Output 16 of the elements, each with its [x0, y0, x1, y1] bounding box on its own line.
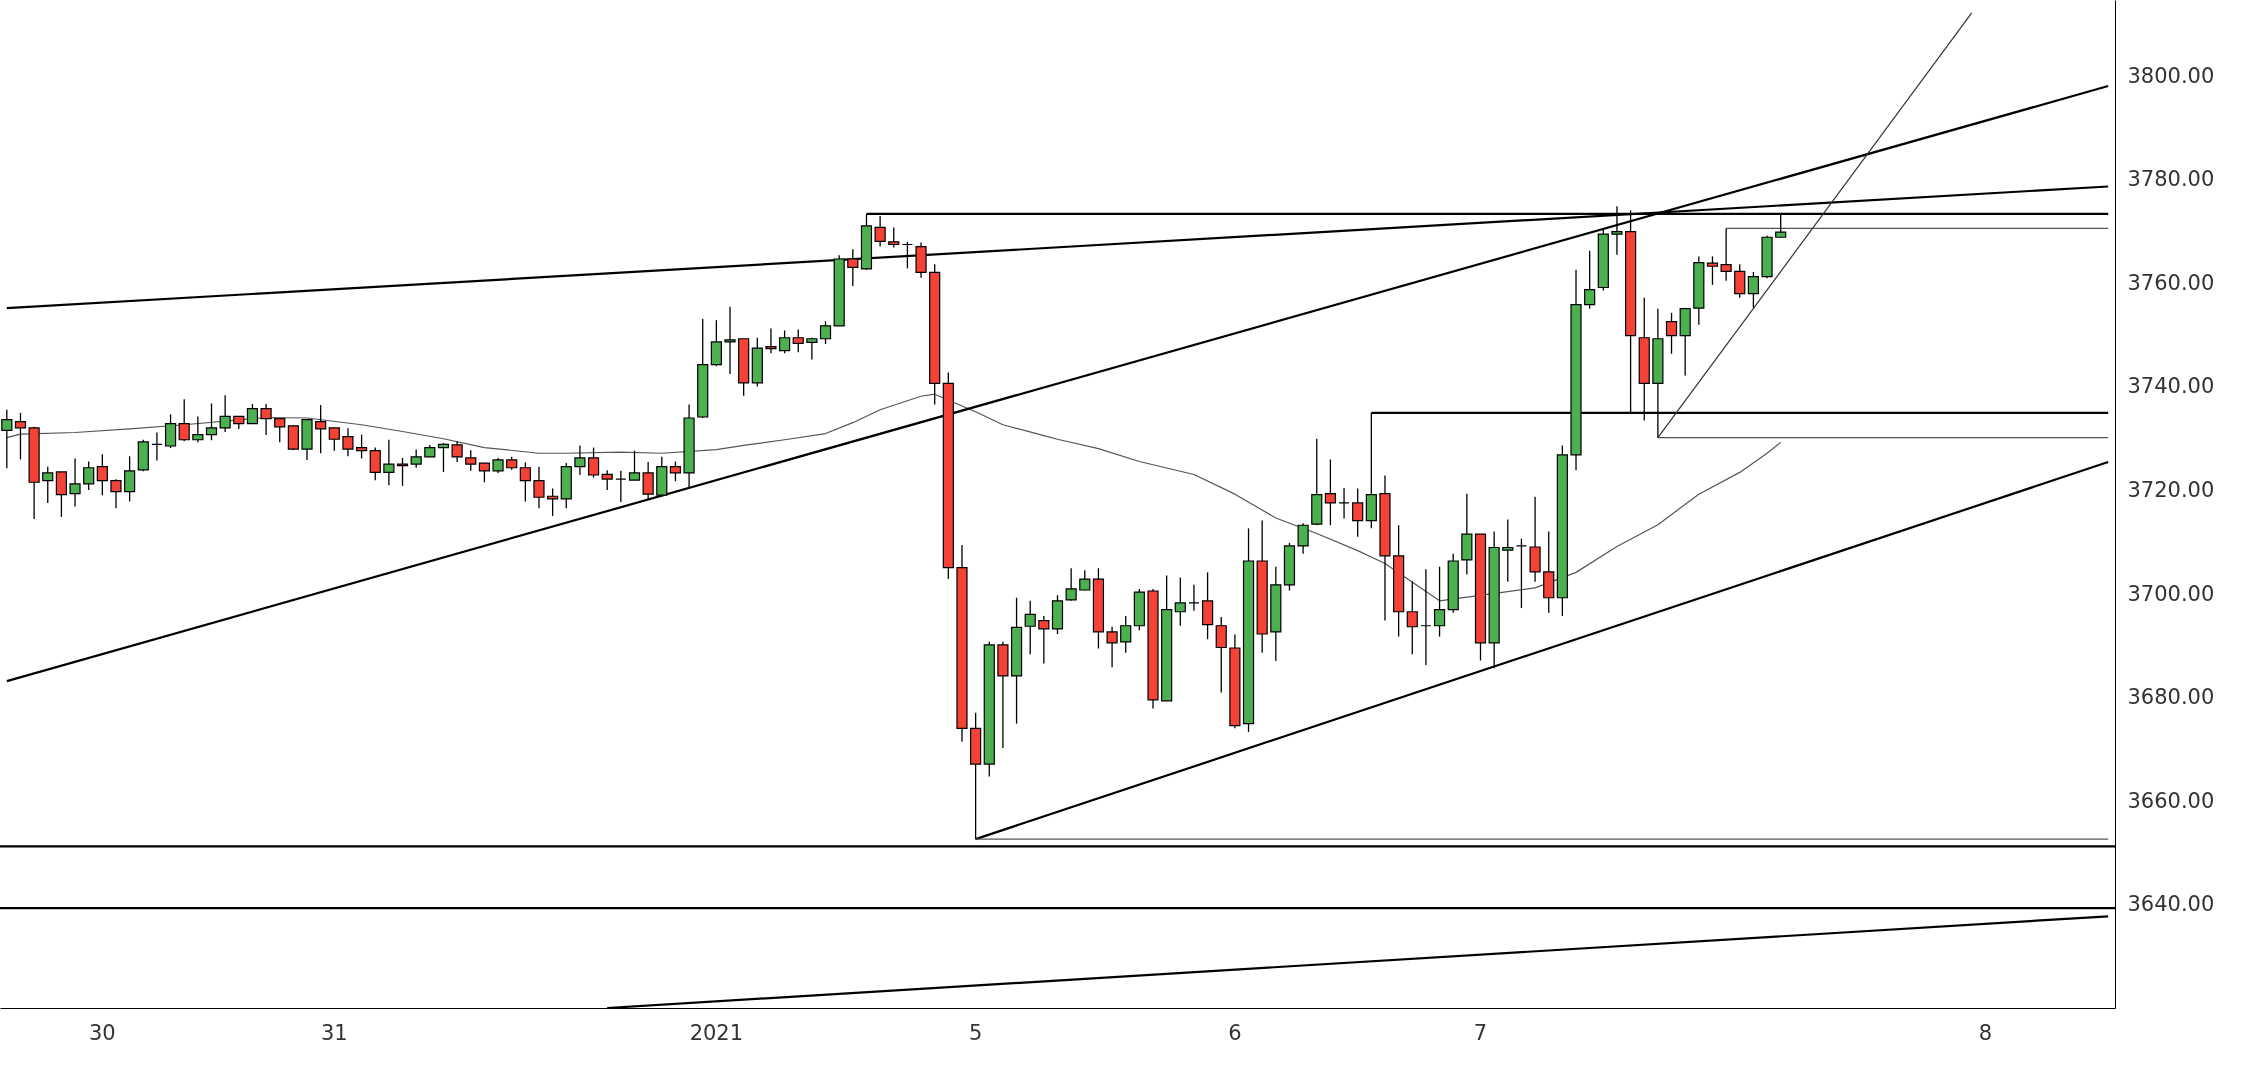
x-tick-label: 31 [320, 1020, 348, 1045]
y-tick-label: 3660.00 [2127, 788, 2215, 813]
y-tick-label: 3760.00 [2127, 270, 2215, 295]
y-tick-label: 3680.00 [2127, 685, 2215, 710]
x-tick-label: 2021 [689, 1020, 744, 1045]
y-tick-label: 3800.00 [2127, 63, 2215, 88]
y-tick-label: 3780.00 [2127, 167, 2215, 192]
y-tick-label: 3640.00 [2127, 892, 2215, 917]
y-tick-label: 3720.00 [2127, 478, 2215, 503]
x-tick-label: 5 [968, 1020, 983, 1045]
x-tick-label: 30 [88, 1020, 116, 1045]
x-tick-label: 7 [1473, 1020, 1488, 1045]
x-tick-label: 8 [1978, 1020, 1993, 1045]
x-tick-label: 6 [1228, 1020, 1242, 1045]
y-tick-label: 3740.00 [2127, 374, 2215, 399]
y-tick-label: 3700.00 [2127, 581, 2215, 606]
